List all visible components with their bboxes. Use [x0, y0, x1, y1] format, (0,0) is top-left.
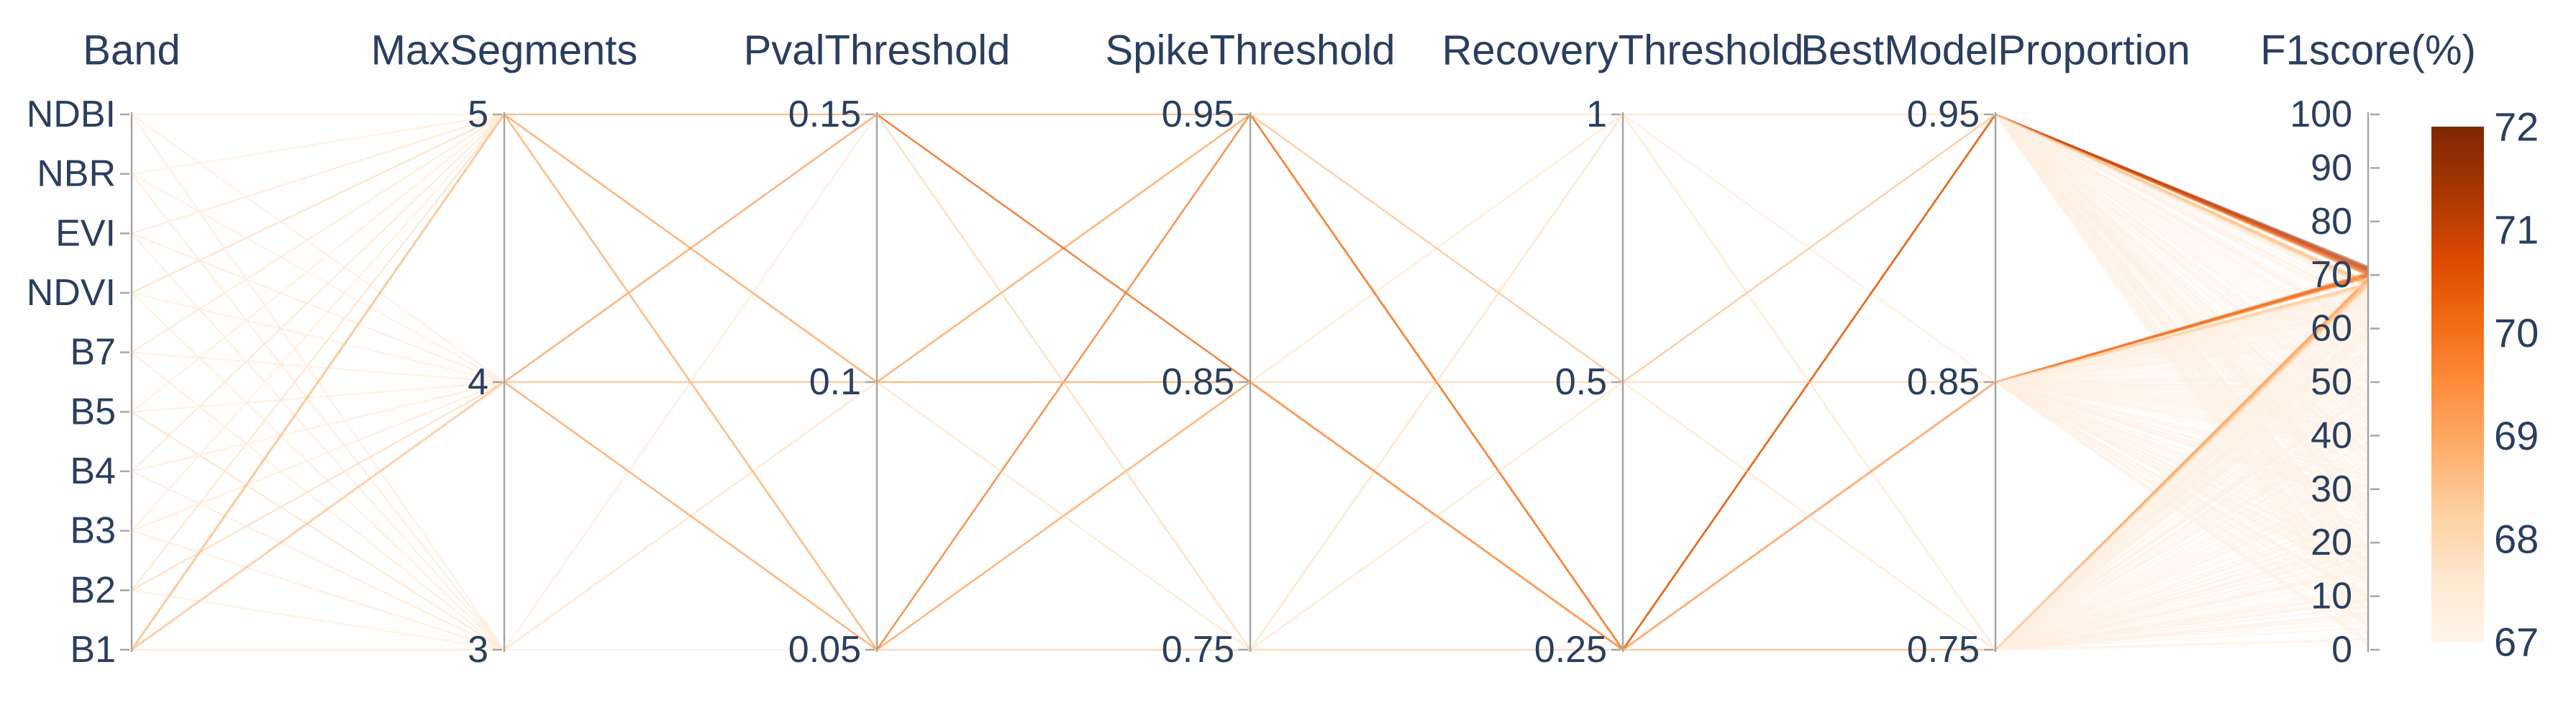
- axis-group-band: Band NDBI NBR EVI NDVI B7 B5 B4 B3 B2 B1: [27, 27, 181, 671]
- axis-title-bestmodelproportion[interactable]: BestModelProportion: [1801, 27, 2190, 74]
- colorbar-tick-label: 69: [2494, 413, 2539, 458]
- axis-tick-label-recoverythreshold: 0.5: [1555, 361, 1607, 403]
- axis-tick-label-f1score: 60: [2311, 308, 2352, 350]
- axis-tick-label-f1score: 100: [2290, 94, 2352, 135]
- axis-group-recoverythreshold: RecoveryThreshold 1 0.5 0.25: [1442, 27, 1804, 671]
- axis-tick-label-f1score: 40: [2311, 414, 2352, 456]
- axis-tick-label-spikethreshold: 0.85: [1162, 361, 1234, 403]
- axis-tick-label-pvalthreshold: 0.05: [788, 629, 861, 671]
- axis-group-pvalthreshold: PvalThreshold 0.15 0.1 0.05: [744, 27, 1011, 671]
- axis-group-spikethreshold: SpikeThreshold 0.95 0.85 0.75: [1106, 27, 1396, 671]
- axis-tick-label-maxsegments: 5: [468, 94, 488, 135]
- colorbar-tick-label: 67: [2494, 620, 2539, 665]
- axis-tick-label-pvalthreshold: 0.15: [788, 94, 861, 135]
- axis-tick-label-band: EVI: [55, 212, 116, 254]
- axis-tick-label-bestmodelproportion: 0.85: [1907, 361, 1980, 403]
- axis-tick-label-bestmodelproportion: 0.95: [1907, 94, 1980, 135]
- axis-tick-label-f1score: 80: [2311, 201, 2352, 242]
- colorbar: 72 71 70 69 68 67: [2431, 104, 2539, 665]
- axis-group-maxsegments: MaxSegments 5 4 3: [371, 27, 638, 671]
- axis-tick-label-spikethreshold: 0.95: [1162, 94, 1234, 135]
- axis-tick-label-f1score: 90: [2311, 147, 2352, 189]
- axis-tick-label-maxsegments: 3: [468, 629, 488, 671]
- colorbar-gradient: [2431, 127, 2484, 642]
- axis-tick-label-maxsegments: 4: [468, 361, 488, 403]
- axis-title-band[interactable]: Band: [83, 27, 180, 74]
- axis-title-pvalthreshold[interactable]: PvalThreshold: [744, 27, 1011, 74]
- axis-group-bestmodelproportion: BestModelProportion 0.95 0.85 0.75: [1801, 27, 2190, 671]
- axis-title-f1score[interactable]: F1score(%): [2260, 27, 2476, 74]
- colorbar-tick-label: 68: [2494, 516, 2539, 561]
- axis-tick-label-band: B4: [70, 450, 116, 492]
- axis-tick-label-recoverythreshold: 1: [1586, 94, 1607, 135]
- axis-tick-label-f1score: 30: [2311, 468, 2352, 510]
- axis-tick-label-band: B5: [70, 391, 116, 432]
- axis-tick-label-f1score: 70: [2311, 254, 2352, 296]
- axis-tick-label-f1score: 20: [2311, 522, 2352, 563]
- axis-tick-label-band: B7: [70, 332, 116, 373]
- axis-title-recoverythreshold[interactable]: RecoveryThreshold: [1442, 27, 1804, 74]
- colorbar-tick-label: 70: [2494, 310, 2539, 355]
- axis-tick-label-band: NDBI: [27, 94, 116, 135]
- axis-tick-label-bestmodelproportion: 0.75: [1907, 629, 1980, 671]
- axis-tick-label-spikethreshold: 0.75: [1162, 629, 1234, 671]
- axis-title-maxsegments[interactable]: MaxSegments: [371, 27, 638, 74]
- colorbar-tick-label: 71: [2494, 207, 2539, 253]
- axis-tick-label-recoverythreshold: 0.25: [1534, 629, 1607, 671]
- axis-tick-label-band: B2: [70, 569, 116, 611]
- axis-tick-label-band: NDVI: [27, 272, 116, 314]
- axis-title-spikethreshold[interactable]: SpikeThreshold: [1106, 27, 1396, 74]
- colorbar-tick-label: 72: [2494, 104, 2539, 150]
- axis-tick-label-f1score: 0: [2331, 629, 2352, 671]
- axis-tick-label-pvalthreshold: 0.1: [809, 361, 861, 403]
- axis-tick-label-f1score: 50: [2311, 361, 2352, 403]
- axis-tick-label-band: B1: [70, 629, 116, 671]
- axis-tick-label-band: NBR: [37, 153, 116, 195]
- axis-tick-label-f1score: 10: [2311, 576, 2352, 617]
- axis-tick-label-band: B3: [70, 510, 116, 552]
